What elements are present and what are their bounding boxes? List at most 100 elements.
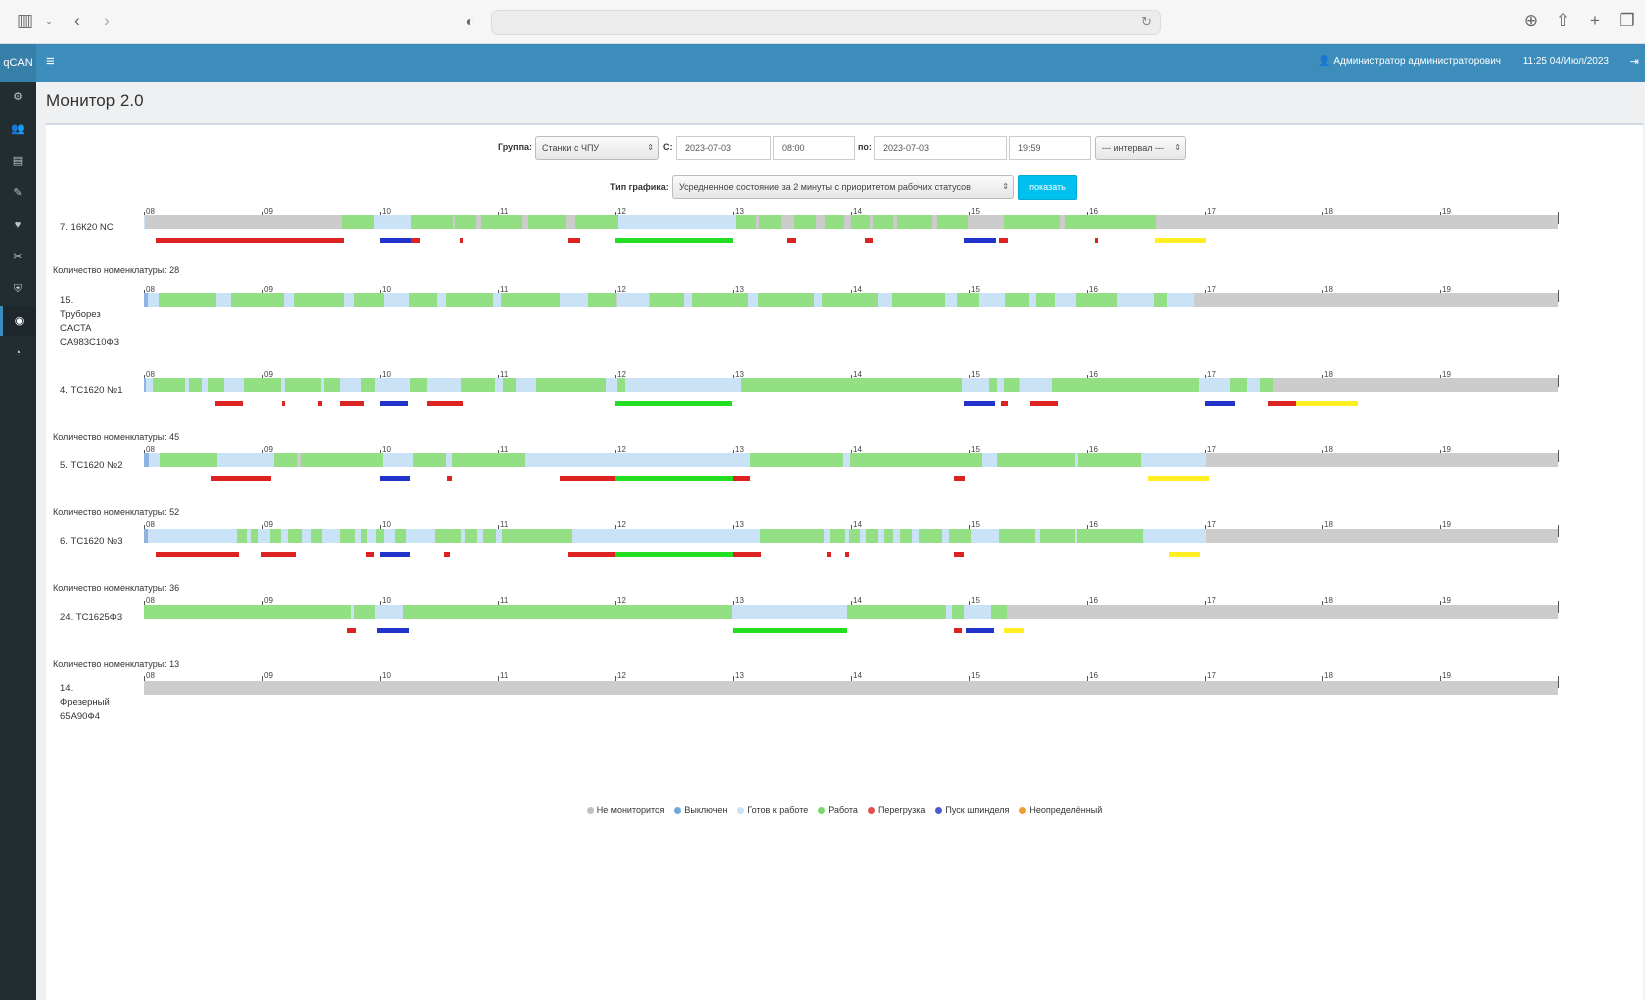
event-bar-spindle[interactable] — [966, 628, 994, 633]
state-segment-work[interactable] — [588, 293, 617, 307]
state-segment-ready[interactable] — [201, 378, 208, 392]
event-bar-overload[interactable] — [444, 552, 451, 557]
state-segment-work[interactable] — [757, 293, 815, 307]
state-segment-ready[interactable] — [426, 378, 461, 392]
state-segment-work[interactable] — [873, 215, 894, 229]
back-icon[interactable]: ‹ — [74, 11, 80, 30]
state-segment-ready[interactable] — [280, 378, 286, 392]
logout-icon[interactable]: ⇥ — [1629, 56, 1639, 68]
state-segment-ready[interactable] — [495, 378, 504, 392]
state-segment-work[interactable] — [1035, 293, 1055, 307]
state-segment-ready[interactable] — [845, 529, 849, 543]
event-bar-overload[interactable] — [733, 476, 750, 481]
interval-select[interactable]: --- интервал --- ⇕ — [1095, 136, 1186, 160]
event-bar-spindle[interactable] — [964, 401, 995, 406]
state-segment-work[interactable] — [339, 529, 355, 543]
state-segment-ready[interactable] — [842, 453, 850, 467]
group-select[interactable]: Станки с ЧПУ ⇕ — [535, 136, 659, 160]
state-segment-work[interactable] — [829, 529, 846, 543]
state-segment-work[interactable] — [353, 605, 375, 619]
state-segment-ready[interactable] — [496, 529, 503, 543]
event-bar-overload[interactable] — [953, 476, 966, 481]
chart-type-select[interactable]: Усредненное состояние за 2 минуты с прио… — [672, 175, 1014, 199]
state-segment-work[interactable] — [324, 378, 340, 392]
state-segment-work[interactable] — [1065, 215, 1157, 229]
state-segment-work[interactable] — [746, 378, 773, 392]
new-tab-icon[interactable]: + — [1590, 11, 1600, 30]
state-segment-off[interactable] — [1156, 215, 1558, 229]
from-time-input[interactable]: 08:00 — [773, 136, 855, 160]
state-segment-ready[interactable] — [617, 215, 736, 229]
state-segment-disabled[interactable] — [144, 378, 147, 392]
state-segment-work[interactable] — [376, 529, 385, 543]
reload-icon[interactable]: ↻ — [1141, 14, 1152, 29]
state-segment-work[interactable] — [741, 378, 747, 392]
event-bar-overload[interactable] — [1030, 401, 1059, 406]
state-segment-work[interactable] — [451, 453, 469, 467]
event-bar-overload[interactable] — [339, 401, 365, 406]
state-segment-work[interactable] — [728, 605, 732, 619]
state-segment-work[interactable] — [988, 378, 998, 392]
to-time-input[interactable]: 19:59 — [1009, 136, 1091, 160]
state-segment-work[interactable] — [435, 529, 461, 543]
state-segment-work[interactable] — [735, 215, 756, 229]
state-segment-work[interactable] — [760, 529, 824, 543]
state-segment-work[interactable] — [360, 529, 367, 543]
state-segment-work[interactable] — [933, 378, 946, 392]
state-segment-work[interactable] — [455, 215, 477, 229]
state-segment-work[interactable] — [1076, 293, 1118, 307]
event-bar-overload[interactable] — [568, 552, 616, 557]
state-segment-ready[interactable] — [215, 293, 232, 307]
state-segment-disabled[interactable] — [144, 293, 148, 307]
state-segment-ready[interactable] — [1034, 529, 1040, 543]
state-segment-work[interactable] — [353, 293, 385, 307]
menu-icon[interactable]: ≡ — [46, 53, 55, 70]
state-segment-ready[interactable] — [893, 529, 901, 543]
state-segment-work[interactable] — [795, 378, 934, 392]
state-segment-ready[interactable] — [445, 453, 452, 467]
state-segment-ready[interactable] — [1019, 378, 1053, 392]
event-bar-overload[interactable] — [211, 476, 272, 481]
state-segment-ready[interactable] — [351, 605, 354, 619]
sidebar-item-security[interactable]: ⛨ — [13, 283, 23, 295]
state-segment-work[interactable] — [847, 605, 947, 619]
state-segment-work[interactable] — [273, 453, 298, 467]
state-segment-ready[interactable] — [1166, 293, 1194, 307]
event-bar-spindle[interactable] — [379, 552, 411, 557]
event-bar-spindle[interactable] — [379, 238, 412, 243]
state-segment-ready[interactable] — [1117, 293, 1154, 307]
user-menu[interactable]: 👤 Администратор администраторович — [1318, 56, 1501, 67]
state-segment-work[interactable] — [341, 215, 374, 229]
event-bar-work_bright[interactable] — [615, 476, 734, 481]
state-segment-work[interactable] — [270, 529, 281, 543]
event-bar-overload[interactable] — [787, 238, 796, 243]
event-bar-overload[interactable] — [568, 238, 580, 243]
state-segment-ready[interactable] — [571, 529, 761, 543]
state-segment-ready[interactable] — [224, 378, 245, 392]
state-segment-ready[interactable] — [354, 529, 361, 543]
state-segment-work[interactable] — [937, 215, 968, 229]
sidebar-item-plugins[interactable]: ✎ — [13, 187, 23, 199]
sidebar-item-health[interactable]: ♥ — [14, 219, 22, 231]
state-segment-ready[interactable] — [1143, 529, 1183, 543]
state-segment-ready[interactable] — [964, 605, 992, 619]
state-segment-work[interactable] — [311, 529, 322, 543]
state-segment-ready[interactable] — [477, 529, 484, 543]
event-bar-overload[interactable] — [411, 238, 420, 243]
state-segment-ready[interactable] — [683, 293, 692, 307]
state-segment-work[interactable] — [412, 453, 446, 467]
from-date-input[interactable]: 2023-07-03 — [676, 136, 771, 160]
event-bar-undefined[interactable] — [1296, 401, 1358, 406]
state-segment-ready[interactable] — [320, 378, 325, 392]
event-bar-undefined[interactable] — [1155, 238, 1206, 243]
state-segment-work[interactable] — [481, 215, 523, 229]
state-segment-ready[interactable] — [945, 293, 958, 307]
event-bar-work_bright[interactable] — [615, 401, 732, 406]
state-segment-ready[interactable] — [301, 529, 312, 543]
state-segment-ready[interactable] — [941, 529, 949, 543]
event-bar-overload[interactable] — [999, 238, 1008, 243]
state-segment-ready[interactable] — [1182, 529, 1206, 543]
state-segment-work[interactable] — [616, 378, 625, 392]
state-segment-work[interactable] — [991, 605, 1007, 619]
state-segment-ready[interactable] — [144, 215, 145, 229]
